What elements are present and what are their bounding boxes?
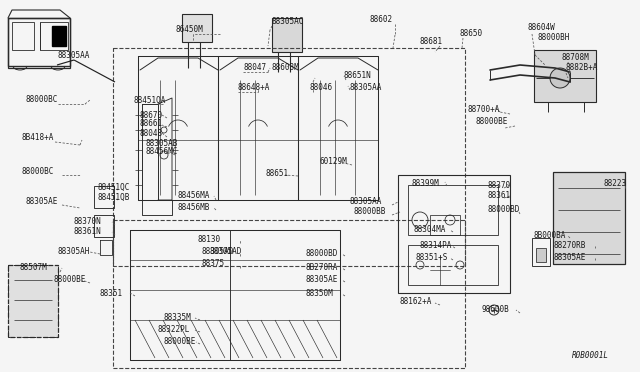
Text: 88048: 88048 bbox=[140, 129, 163, 138]
Text: 88451QA: 88451QA bbox=[133, 96, 165, 105]
Bar bbox=[94, 215, 114, 237]
Bar bbox=[534, 50, 596, 102]
Text: 88322PL: 88322PL bbox=[158, 326, 190, 334]
Text: 88351+S: 88351+S bbox=[415, 253, 447, 263]
Text: 88305AD: 88305AD bbox=[210, 247, 243, 257]
Text: 88305AD: 88305AD bbox=[202, 247, 234, 257]
Text: 88451QB: 88451QB bbox=[97, 192, 129, 202]
Bar bbox=[94, 186, 114, 208]
Bar bbox=[553, 172, 625, 264]
Text: 8B418+A: 8B418+A bbox=[22, 134, 54, 142]
Text: 88223: 88223 bbox=[604, 180, 627, 189]
Text: 88305AE: 88305AE bbox=[26, 198, 58, 206]
Bar bbox=[8, 265, 58, 337]
Text: 88700+A: 88700+A bbox=[468, 106, 500, 115]
Text: 88456MA: 88456MA bbox=[178, 192, 211, 201]
Text: 88270RB: 88270RB bbox=[553, 241, 586, 250]
Text: 88000BB: 88000BB bbox=[353, 208, 385, 217]
Text: 88603M: 88603M bbox=[271, 64, 299, 73]
Text: 88000BE: 88000BE bbox=[54, 276, 86, 285]
Text: 88399M: 88399M bbox=[412, 179, 440, 187]
Bar bbox=[408, 185, 498, 235]
Text: 88305AA: 88305AA bbox=[349, 198, 381, 206]
Text: 88000BD: 88000BD bbox=[305, 250, 337, 259]
Text: 88305AA: 88305AA bbox=[57, 51, 90, 60]
Bar bbox=[113, 48, 465, 266]
Text: 88661: 88661 bbox=[140, 119, 163, 128]
Text: 88651N: 88651N bbox=[344, 71, 372, 80]
Text: 86450M: 86450M bbox=[175, 26, 203, 35]
Text: 88162+A: 88162+A bbox=[400, 298, 433, 307]
Bar bbox=[8, 265, 58, 337]
Text: 88670: 88670 bbox=[140, 110, 163, 119]
Text: 88305AC: 88305AC bbox=[272, 17, 305, 26]
Text: 88305AE: 88305AE bbox=[553, 253, 586, 263]
Text: 88000BD: 88000BD bbox=[487, 205, 520, 215]
Text: 88361N: 88361N bbox=[74, 228, 102, 237]
Bar bbox=[536, 248, 546, 262]
Text: 88130: 88130 bbox=[198, 235, 221, 244]
Text: 88375: 88375 bbox=[202, 260, 225, 269]
Bar bbox=[40, 22, 68, 50]
Text: 88304MA: 88304MA bbox=[413, 225, 445, 234]
Text: 88456MB: 88456MB bbox=[178, 203, 211, 212]
Text: 88604W: 88604W bbox=[528, 23, 556, 32]
Bar bbox=[8, 18, 70, 68]
Text: 88305AE: 88305AE bbox=[305, 276, 337, 285]
Text: 88648+A: 88648+A bbox=[238, 83, 270, 93]
Text: 88507M: 88507M bbox=[20, 263, 48, 273]
Bar bbox=[398, 175, 510, 293]
Text: 8B000BA: 8B000BA bbox=[533, 231, 565, 241]
Bar bbox=[408, 245, 498, 285]
Bar bbox=[52, 26, 66, 46]
Text: 88350M: 88350M bbox=[305, 289, 333, 298]
Circle shape bbox=[550, 68, 570, 88]
Text: 88000BE: 88000BE bbox=[476, 118, 508, 126]
Bar bbox=[532, 238, 550, 266]
Text: 88451QC: 88451QC bbox=[97, 183, 129, 192]
Text: 88000BH: 88000BH bbox=[538, 33, 570, 42]
Text: 60129M: 60129M bbox=[320, 157, 348, 167]
Text: 88305AB: 88305AB bbox=[146, 138, 179, 148]
Text: 88370: 88370 bbox=[487, 180, 510, 189]
Text: 8882B+A: 8882B+A bbox=[566, 64, 598, 73]
Text: 8B270RA: 8B270RA bbox=[305, 263, 337, 273]
Text: 88305AH: 88305AH bbox=[58, 247, 90, 257]
Text: 88602: 88602 bbox=[370, 16, 393, 25]
Bar bbox=[8, 18, 70, 66]
Text: 88708M: 88708M bbox=[562, 52, 589, 61]
Text: 88351: 88351 bbox=[100, 289, 123, 298]
Text: 88000BC: 88000BC bbox=[22, 167, 54, 176]
Text: 88361: 88361 bbox=[487, 190, 510, 199]
Bar bbox=[272, 18, 302, 52]
Text: 88305AA: 88305AA bbox=[350, 83, 382, 92]
Text: 98600B: 98600B bbox=[482, 305, 509, 314]
Text: 88000BC: 88000BC bbox=[25, 96, 58, 105]
Text: 88335M: 88335M bbox=[163, 314, 191, 323]
Bar bbox=[12, 22, 34, 50]
Text: R0B0001L: R0B0001L bbox=[572, 352, 609, 360]
Bar bbox=[430, 215, 460, 235]
Text: 88000BE: 88000BE bbox=[163, 337, 195, 346]
Text: 88456MC: 88456MC bbox=[146, 148, 179, 157]
Text: 88650: 88650 bbox=[459, 29, 482, 38]
Text: 88046: 88046 bbox=[310, 83, 333, 93]
Text: 88047: 88047 bbox=[243, 64, 266, 73]
Bar bbox=[182, 14, 212, 42]
Text: 88681: 88681 bbox=[420, 38, 443, 46]
Text: 88314PA: 88314PA bbox=[420, 241, 452, 250]
Bar bbox=[113, 220, 465, 368]
Text: 88651: 88651 bbox=[265, 170, 288, 179]
Text: 88370N: 88370N bbox=[74, 218, 102, 227]
